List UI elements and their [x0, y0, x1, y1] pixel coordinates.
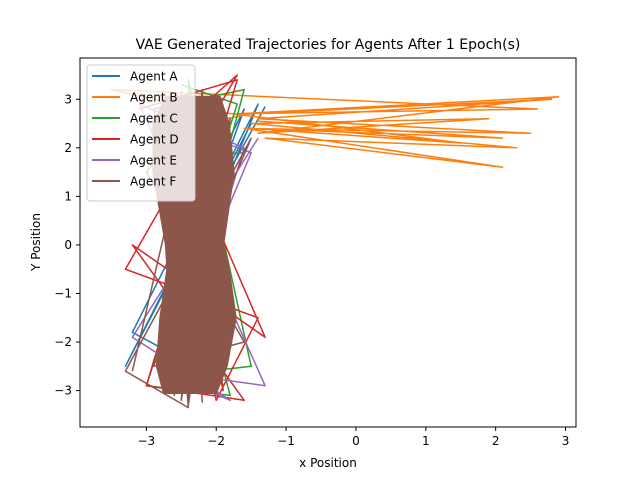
- y-tick-label: 1: [64, 189, 72, 203]
- x-tick-label: −1: [277, 434, 295, 448]
- chart-title: VAE Generated Trajectories for Agents Af…: [136, 37, 521, 53]
- legend-label: Agent A: [130, 70, 178, 84]
- legend-box: [86, 64, 196, 202]
- plot-frame: [79, 57, 577, 428]
- axis-ticks: −3 −2 −1 0 1 2 3 −3 −2 −1 0 1 2 3: [54, 92, 569, 448]
- x-tick-label: 0: [352, 434, 360, 448]
- x-tick-label: 3: [562, 434, 570, 448]
- x-tick-label: −3: [138, 434, 156, 448]
- x-axis-label: x Position: [299, 456, 357, 470]
- legend-label: Agent E: [130, 154, 177, 168]
- y-tick-label: 3: [64, 92, 72, 106]
- x-tick-label: 2: [492, 434, 500, 448]
- legend-label: Agent B: [130, 91, 178, 105]
- y-tick-label: −1: [54, 286, 72, 300]
- legend: Agent A Agent B Agent C Agent D Agent E Agent…: [86, 64, 196, 202]
- x-tick-label: −2: [207, 434, 225, 448]
- y-tick-label: −2: [54, 335, 72, 349]
- y-tick-label: −3: [54, 384, 72, 398]
- series-line-agent-b: [110, 88, 560, 168]
- legend-label: Agent D: [130, 133, 179, 147]
- legend-label: Agent F: [130, 175, 176, 189]
- legend-label: Agent C: [130, 112, 178, 126]
- y-tick-label: 2: [64, 141, 72, 155]
- y-tick-label: 0: [64, 238, 72, 252]
- y-axis-label: Y Position: [29, 213, 43, 272]
- x-tick-label: 1: [422, 434, 430, 448]
